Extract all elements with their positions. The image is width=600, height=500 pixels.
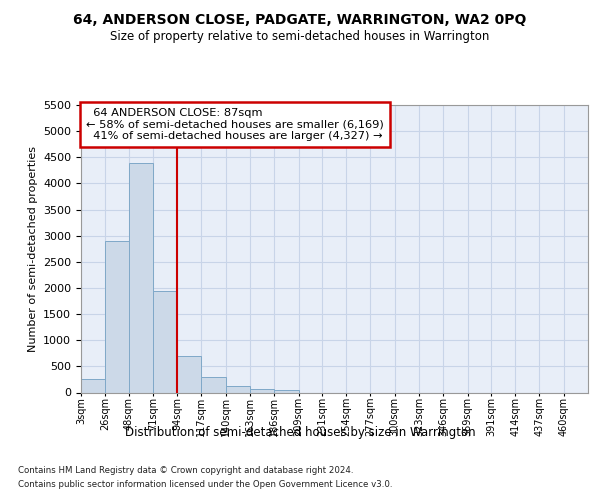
Bar	[202, 377, 226, 392]
Y-axis label: Number of semi-detached properties: Number of semi-detached properties	[28, 146, 38, 352]
Bar	[250, 388, 274, 392]
Text: Distribution of semi-detached houses by size in Warrington: Distribution of semi-detached houses by …	[125, 426, 475, 439]
Bar	[81, 380, 105, 392]
Text: 64, ANDERSON CLOSE, PADGATE, WARRINGTON, WA2 0PQ: 64, ANDERSON CLOSE, PADGATE, WARRINGTON,…	[73, 12, 527, 26]
Text: Contains HM Land Registry data © Crown copyright and database right 2024.: Contains HM Land Registry data © Crown c…	[18, 466, 353, 475]
Text: Contains public sector information licensed under the Open Government Licence v3: Contains public sector information licen…	[18, 480, 392, 489]
Bar	[274, 390, 299, 392]
Bar	[128, 162, 153, 392]
Text: Size of property relative to semi-detached houses in Warrington: Size of property relative to semi-detach…	[110, 30, 490, 43]
Bar	[153, 290, 177, 392]
Bar	[226, 386, 250, 392]
Bar	[105, 241, 130, 392]
Bar	[177, 356, 202, 393]
Text: 64 ANDERSON CLOSE: 87sqm
← 58% of semi-detached houses are smaller (6,169)
  41%: 64 ANDERSON CLOSE: 87sqm ← 58% of semi-d…	[86, 108, 384, 141]
